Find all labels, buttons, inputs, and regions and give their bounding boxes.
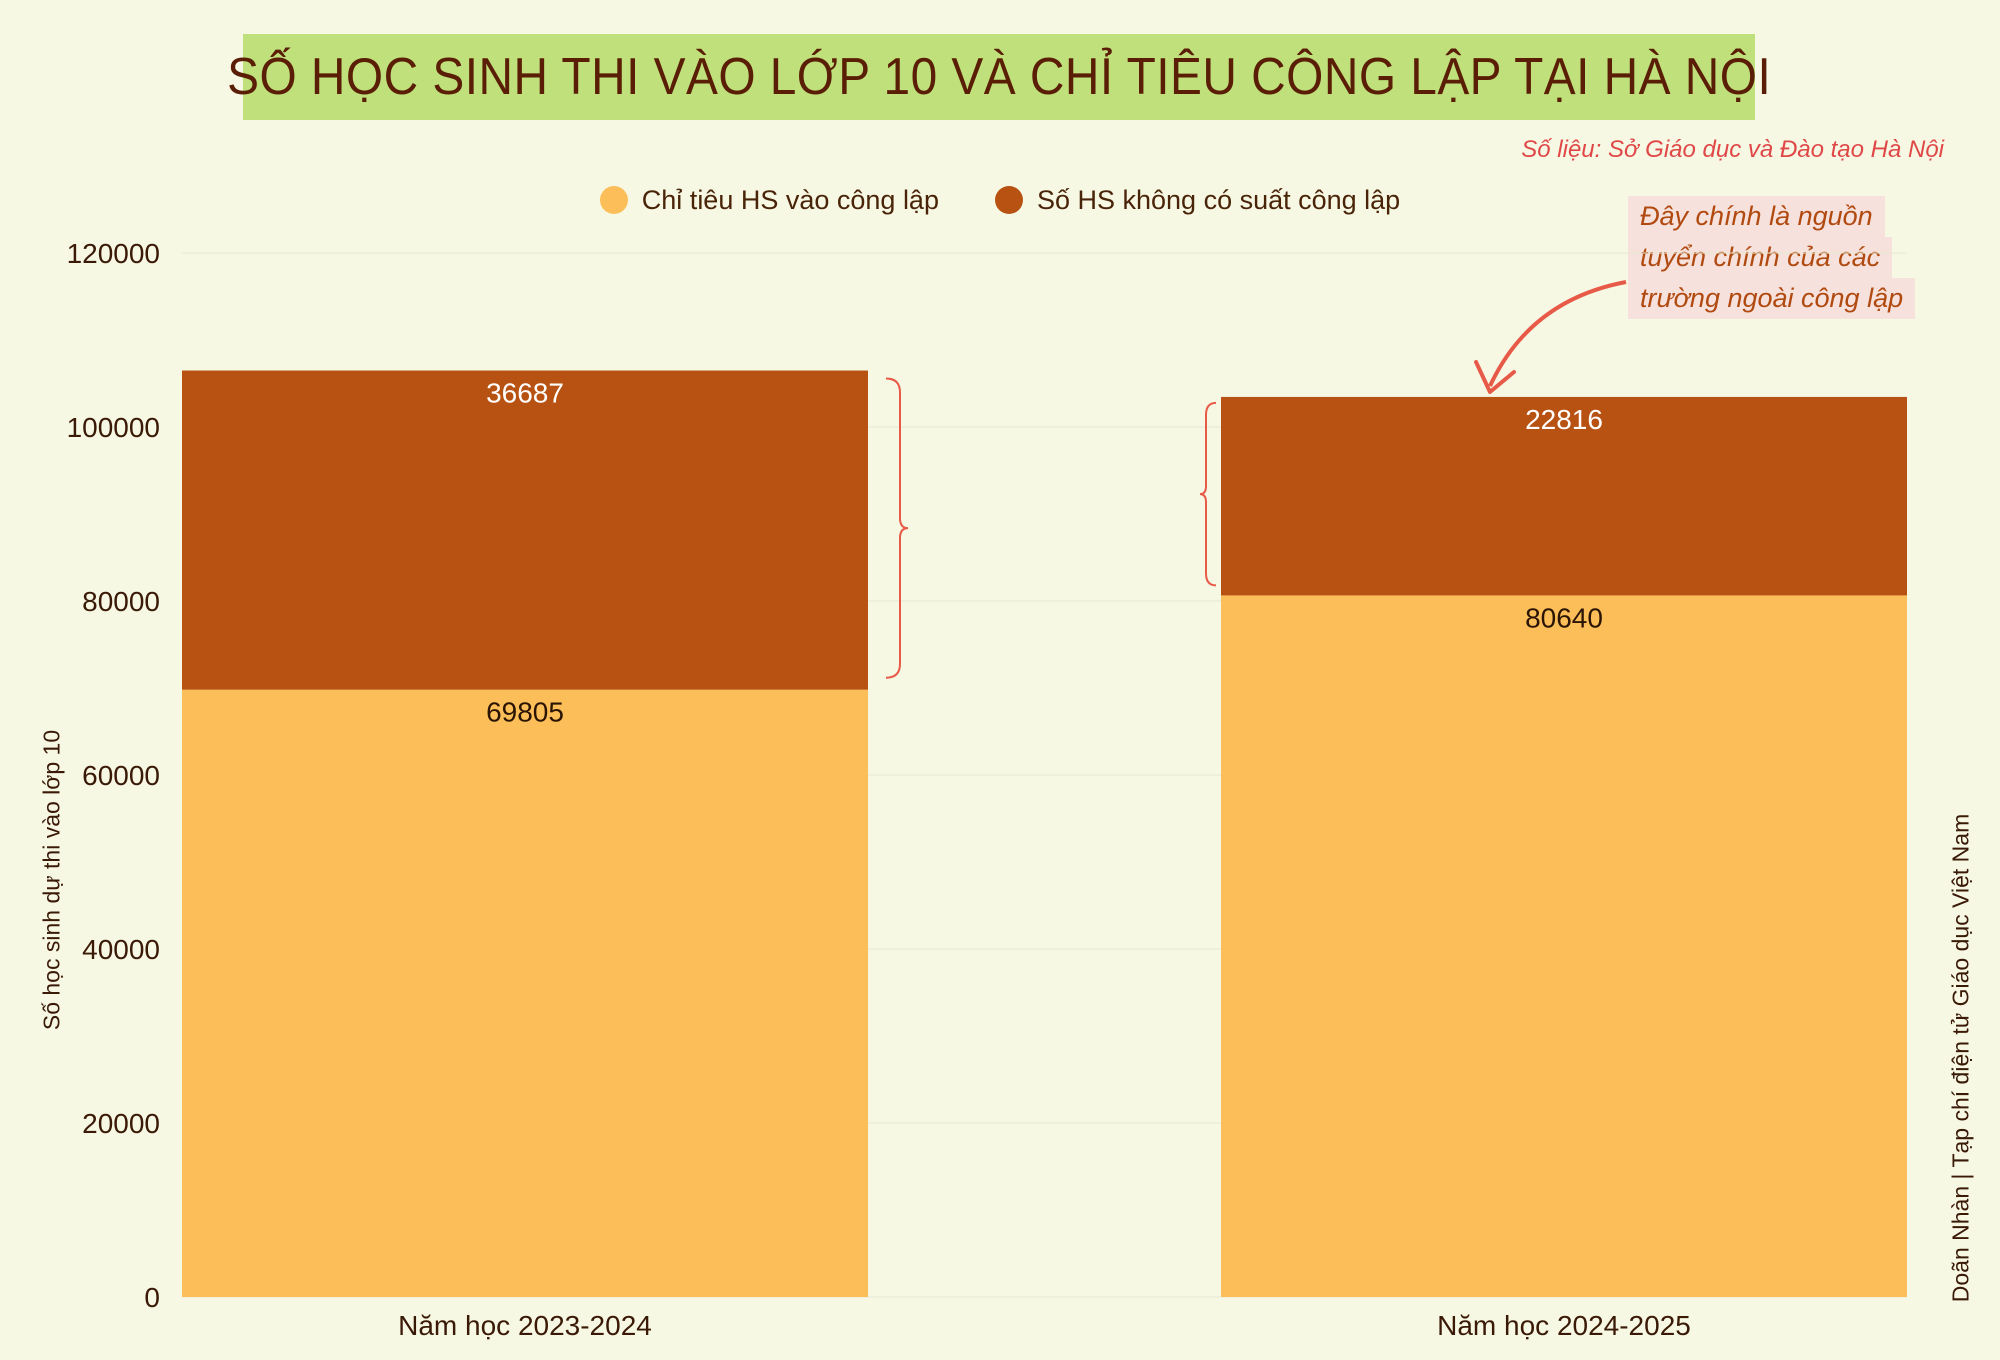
bar-segment [1221, 595, 1907, 1297]
y-tick-label: 100000 [67, 412, 160, 443]
annotation-line: tuyển chính của các [1628, 237, 1893, 278]
y-tick-label: 20000 [82, 1108, 160, 1139]
legend-swatch-no-public-seat [994, 186, 1023, 214]
legend-label-public-quota: Chỉ tiêu HS vào công lập [641, 184, 939, 215]
bar-segment [1221, 396, 1907, 596]
y-tick-label: 60000 [82, 760, 160, 791]
data-label: 80640 [1525, 602, 1603, 633]
legend: Chỉ tiêu HS vào công lập Số HS không có … [0, 178, 2000, 222]
data-label: 69805 [486, 697, 564, 728]
annotation-line: trường ngoài công lập [1628, 278, 1916, 319]
chart-title-banner: SỐ HỌC SINH THI VÀO LỚP 10 VÀ CHỈ TIÊU C… [227, 34, 1771, 120]
bar-segment [182, 689, 868, 1297]
chart-title: SỐ HỌC SINH THI VÀO LỚP 10 VÀ CHỈ TIÊU C… [226, 48, 1772, 106]
annotation-line: Đây chính là nguồn [1628, 196, 1885, 237]
bar-segment [182, 370, 868, 690]
annotation-arrow [1488, 280, 1627, 387]
legend-label-no-public-seat: Số HS không có suất công lập [1036, 184, 1401, 215]
annotation-callout: Đây chính là nguồn tuyển chính của các t… [1628, 196, 1916, 319]
data-label: 36687 [486, 378, 564, 409]
arrowhead-icon [1474, 360, 1516, 394]
y-tick-label: 0 [144, 1282, 160, 1313]
y-tick-label: 40000 [82, 934, 160, 965]
bracket-2023 [885, 377, 909, 679]
legend-item-public-quota: Chỉ tiêu HS vào công lập [599, 184, 939, 216]
legend-item-no-public-seat: Số HS không có suất công lập [994, 184, 1401, 216]
data-label: 22816 [1525, 404, 1603, 435]
x-tick-label: Năm học 2023-2024 [398, 1310, 652, 1341]
y-tick-label: 120000 [67, 238, 160, 269]
y-tick-label: 80000 [82, 586, 160, 617]
bracket-2024 [1199, 401, 1217, 587]
data-source: Số liệu: Sở Giáo dục và Đào tạo Hà Nội [1521, 136, 1944, 163]
x-tick-label: Năm học 2024-2025 [1437, 1310, 1691, 1341]
legend-swatch-public-quota [599, 186, 628, 214]
